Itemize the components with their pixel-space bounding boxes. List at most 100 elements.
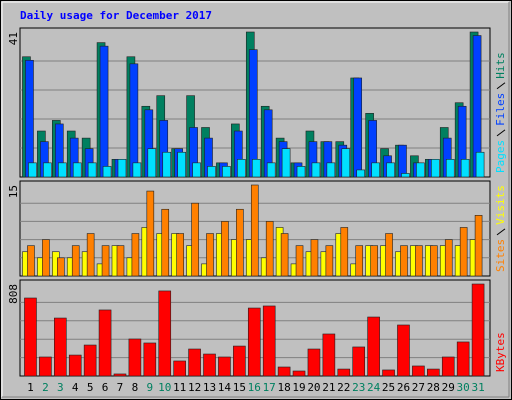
bar [54, 317, 67, 377]
bar [161, 208, 170, 277]
bar [430, 245, 438, 277]
bar [385, 233, 393, 277]
bar [445, 159, 455, 178]
bar [237, 159, 246, 178]
bar [176, 233, 184, 277]
bar [370, 245, 378, 277]
bar [147, 148, 157, 178]
bar [474, 215, 483, 277]
bar [177, 151, 186, 178]
bar [218, 356, 231, 377]
bar [400, 245, 408, 277]
bar [24, 297, 37, 377]
legend-label: Sites [494, 239, 507, 272]
bar [236, 208, 244, 277]
bar [102, 166, 112, 178]
x-tick-label: 24 [367, 381, 381, 394]
x-tick-label: 1 [27, 381, 34, 394]
bar [191, 202, 199, 277]
bar [98, 309, 112, 377]
bar [251, 159, 261, 178]
bar [173, 360, 186, 377]
x-tick-label: 30 [457, 381, 470, 394]
bar [456, 341, 470, 377]
bar [58, 162, 67, 178]
bar [83, 344, 97, 377]
x-tick-label: 17 [263, 381, 276, 394]
legend-label: KBytes [494, 332, 507, 372]
bar [356, 169, 366, 178]
legend-label: Hits [494, 52, 507, 79]
x-tick-label: 27 [412, 381, 425, 394]
bar [68, 354, 82, 377]
x-tick-label: 20 [307, 381, 320, 394]
x-tick-label: 3 [57, 381, 64, 394]
bar [250, 184, 259, 277]
bar [340, 227, 349, 277]
bar [415, 245, 423, 277]
x-tick-label: 13 [203, 381, 216, 394]
bar [265, 221, 274, 277]
bar [292, 370, 306, 377]
y-tick-label: 808 [7, 284, 20, 304]
bar [341, 148, 351, 178]
bar [280, 233, 289, 277]
bar [146, 190, 155, 277]
bar [311, 162, 321, 178]
bar [143, 342, 157, 377]
bar [459, 227, 468, 277]
bar [221, 221, 229, 277]
bar [416, 162, 425, 178]
x-tick-label: 2 [42, 381, 49, 394]
bar [99, 45, 109, 178]
bar [207, 166, 216, 178]
bar [248, 49, 258, 178]
x-tick-label: 22 [337, 381, 350, 394]
x-tick-label: 7 [117, 381, 124, 394]
x-tick-label: 16 [248, 381, 261, 394]
bar [386, 162, 395, 178]
legend-separator [496, 228, 506, 236]
x-tick-label: 29 [442, 381, 455, 394]
bar [277, 366, 291, 377]
bar [162, 151, 172, 178]
bar [325, 245, 334, 277]
bar [441, 356, 455, 377]
bar [233, 345, 246, 377]
bar [367, 316, 380, 377]
bar [307, 348, 321, 377]
bar [28, 162, 37, 178]
x-tick-label: 18 [277, 381, 290, 394]
bar [116, 245, 125, 277]
bar [192, 162, 201, 178]
x-tick-label: 26 [397, 381, 410, 394]
bar [57, 257, 65, 277]
bar [25, 59, 34, 178]
bar [337, 368, 351, 377]
bar [371, 162, 380, 178]
bar [39, 356, 52, 377]
x-tick-label: 14 [218, 381, 232, 394]
legend-label: Visits [494, 185, 507, 225]
bar [401, 173, 410, 178]
x-tick-label: 8 [132, 381, 139, 394]
bar [398, 144, 407, 178]
legend-label: Files [494, 93, 507, 126]
legend-label: Pages [494, 140, 507, 173]
x-tick-label: 31 [471, 381, 484, 394]
legend-separator [496, 129, 506, 137]
bar [295, 245, 304, 277]
y-tick-label: 41 [7, 32, 20, 45]
y-tick-label: 15 [7, 185, 20, 198]
bar [382, 369, 395, 377]
bar [86, 233, 95, 277]
bar [43, 162, 52, 178]
bar [355, 245, 364, 277]
x-tick-label: 21 [322, 381, 335, 394]
bar [42, 239, 50, 277]
bar [412, 365, 425, 377]
chart-title: Daily usage for December 2017 [20, 9, 212, 22]
bar [113, 373, 127, 377]
bar [353, 77, 363, 178]
